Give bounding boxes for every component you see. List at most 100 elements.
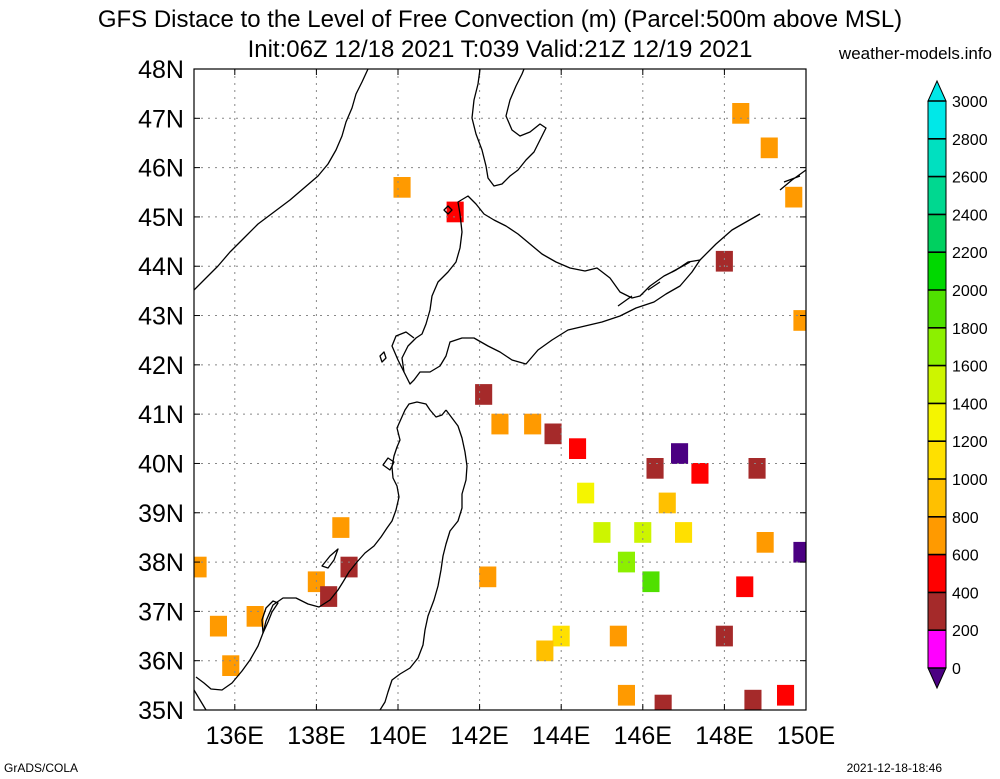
colorbar-label: 200: [952, 623, 979, 640]
lfc-cell: [593, 522, 611, 543]
lat-tick-label: 37N: [138, 598, 184, 626]
lon-tick-label: 136E: [206, 722, 264, 750]
lon-tick-label: 138E: [287, 722, 345, 750]
lfc-cell: [569, 438, 587, 459]
sakhalin-coastline: [471, 69, 547, 187]
lfc-cell: [732, 103, 750, 124]
lon-tick-label: 146E: [614, 722, 672, 750]
colorbar-label: 1800: [952, 321, 988, 338]
lfc-cell: [736, 576, 754, 598]
colorbar-segment: [928, 630, 946, 668]
colorbar-segment: [928, 290, 946, 328]
lfc-field-layer: [194, 103, 806, 710]
colorbar-label: 800: [952, 510, 979, 527]
lat-tick-label: 44N: [138, 253, 184, 281]
lfc-cell: [646, 458, 664, 479]
lfc-cell: [544, 423, 562, 445]
lfc-cell: [536, 640, 554, 662]
colorbar-label: 2800: [952, 132, 988, 149]
lfc-cell: [194, 556, 207, 578]
colorbar-label: 3000: [952, 94, 988, 111]
oga-peninsula: [382, 457, 395, 471]
colorbar-min-triangle: [927, 667, 947, 690]
lfc-cell: [222, 655, 240, 676]
colorbar-label: 1400: [952, 396, 988, 413]
lfc-cell: [760, 137, 778, 159]
colorbar-segment: [928, 479, 946, 517]
colorbar-label: 1600: [952, 359, 988, 376]
colorbar-label: 2200: [952, 245, 988, 262]
lfc-cell: [793, 541, 806, 563]
honshu-west-coastline: [195, 401, 447, 691]
footer-software-label: GrADS/COLA: [4, 761, 79, 775]
lat-tick-label: 38N: [138, 549, 184, 577]
lat-tick-label: 41N: [138, 401, 184, 429]
colorbar-segment: [928, 403, 946, 442]
lfc-cell: [475, 384, 493, 405]
lfc-cell: [671, 443, 689, 464]
colorbar-label: 2000: [952, 283, 988, 300]
colorbar-label: 2400: [952, 207, 988, 224]
lfc-cell: [658, 492, 676, 514]
lfc-cell: [491, 413, 509, 435]
okushiri-island: [379, 351, 387, 363]
lfc-cell: [340, 556, 358, 578]
colorbar-segment: [928, 327, 946, 366]
lfc-cell: [715, 250, 733, 272]
colorbar-label: 1200: [952, 434, 988, 451]
noto-peninsula: [261, 600, 279, 634]
colorbar-segment: [928, 365, 946, 404]
lfc-cell: [793, 310, 806, 331]
lat-tick-label: 35N: [138, 697, 184, 725]
lfc-cell: [393, 177, 411, 198]
colorbar-segment: [928, 592, 946, 631]
lfc-cell: [777, 684, 795, 706]
map-frame: [193, 68, 807, 711]
lat-tick-label: 39N: [138, 500, 184, 528]
colorbar-label: 400: [952, 585, 979, 602]
colorbar-max-triangle: [927, 79, 947, 102]
lat-tick-label: 42N: [138, 352, 184, 380]
lat-tick-label: 43N: [138, 303, 184, 331]
lfc-cell: [617, 684, 635, 706]
colorbar-label: 600: [952, 548, 979, 565]
honshu-east-coastline: [379, 409, 468, 710]
colorbar-segment: [928, 214, 946, 253]
credit-text: weather-models.info: [838, 44, 992, 63]
lon-tick-label: 140E: [369, 722, 427, 750]
lfc-cell: [675, 522, 693, 543]
coastline-layer: [194, 69, 806, 710]
colorbar-label: 0: [952, 661, 961, 678]
graticule: [194, 69, 806, 710]
colorbar-label: 1000: [952, 472, 988, 489]
colorbar: 0 200 400 600 800 1000 1200 1400 1600 1800 2000 220…: [927, 79, 988, 690]
lfc-cell: [577, 482, 595, 504]
lat-tick-label: 45N: [138, 204, 184, 232]
lat-tick-label: 46N: [138, 155, 184, 183]
lfc-cell: [246, 606, 264, 627]
lfc-cell: [609, 625, 627, 647]
lfc-cell: [691, 463, 709, 484]
lon-tick-label: 142E: [450, 722, 508, 750]
hokkaido-southwest-peninsula: [391, 331, 415, 373]
colorbar-segment: [928, 252, 946, 290]
korea-east-coast: [194, 689, 207, 710]
lfc-cell: [320, 586, 338, 607]
axis-labels: 35N 36N 37N 38N 39N 40N 41N 42N 43N 44N 45N 46N 47N 4…: [138, 56, 835, 750]
lat-tick-label: 40N: [138, 450, 184, 478]
map-title: GFS Distace to the Level of Free Convect…: [97, 6, 903, 33]
lon-tick-label: 144E: [532, 722, 590, 750]
kuril-islands: [617, 169, 806, 307]
lfc-cell: [617, 551, 635, 573]
lfc-cell: [756, 532, 774, 553]
lfc-cell: [332, 517, 350, 538]
colorbar-segment: [928, 441, 946, 479]
lfc-cell: [748, 458, 766, 479]
map-subtitle: Init:06Z 12/18 2021 T:039 Valid:21Z 12/1…: [247, 36, 753, 63]
footer-timestamp: 2021-12-18-18:46: [846, 761, 942, 775]
lat-tick-label: 48N: [138, 56, 184, 84]
colorbar-segment: [928, 138, 946, 177]
lfc-cell: [524, 413, 542, 435]
lon-tick-label: 150E: [777, 722, 835, 750]
